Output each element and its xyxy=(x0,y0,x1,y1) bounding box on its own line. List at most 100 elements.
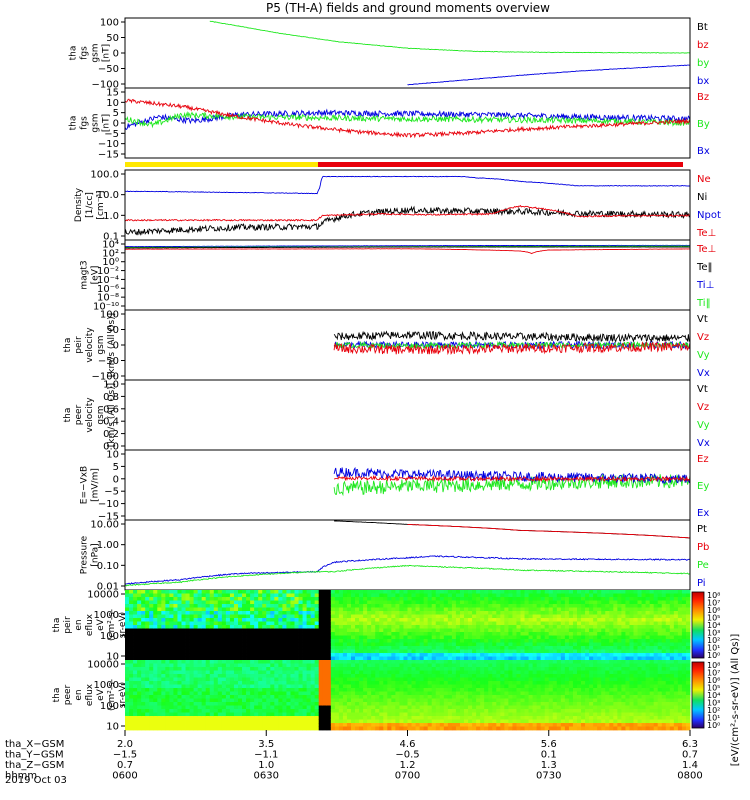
spectrogram-cell xyxy=(395,628,400,633)
spectrogram-cell xyxy=(379,702,384,706)
spectrogram-cell xyxy=(262,597,267,601)
spectrogram-cell xyxy=(476,698,481,703)
spectrogram-cell xyxy=(254,698,259,703)
spectrogram-cell xyxy=(431,712,437,717)
spectrogram-cell xyxy=(133,649,138,654)
spectrogram-cell xyxy=(133,618,138,622)
spectrogram-cell xyxy=(641,621,647,626)
spectrogram-cell xyxy=(262,688,267,692)
spectrogram-cell xyxy=(641,597,647,601)
spectrogram-cell xyxy=(419,600,425,605)
spectrogram-cell xyxy=(250,632,255,636)
spectrogram-cell xyxy=(383,698,388,703)
spectrogram-cell xyxy=(455,667,461,671)
y-axis-label: eflux xyxy=(85,613,95,636)
spectrogram-cell xyxy=(274,632,279,636)
spectrogram-cell xyxy=(472,593,477,598)
legend-label: Ey xyxy=(697,481,709,492)
spectrogram-cell xyxy=(516,684,521,689)
spectrogram-cell xyxy=(197,709,203,713)
spectrogram-cell xyxy=(359,635,364,640)
spectrogram-cell xyxy=(645,646,651,650)
spectrogram-cell xyxy=(585,632,590,636)
spectrogram-cell xyxy=(294,590,299,594)
spectrogram-cell xyxy=(451,709,457,713)
spectrogram-cell xyxy=(395,702,400,706)
spectrogram-cell xyxy=(447,716,453,720)
spectrogram-cell xyxy=(411,670,416,675)
spectrogram-cell xyxy=(322,702,328,706)
spectrogram-cell xyxy=(451,607,457,612)
spectrogram-cell xyxy=(459,681,465,685)
spectrogram-cell xyxy=(593,635,598,640)
spectrogram-cell xyxy=(189,677,195,682)
spectrogram-cell xyxy=(177,656,182,661)
spectrogram-cell xyxy=(298,691,303,696)
spectrogram-cell xyxy=(520,656,525,661)
spectrogram-cell xyxy=(181,698,186,703)
spectrogram-cell xyxy=(532,600,538,605)
spectrogram-cell xyxy=(185,600,190,605)
spectrogram-cell xyxy=(621,653,626,657)
spectrogram-cell xyxy=(500,695,505,699)
spectrogram-cell xyxy=(290,677,295,682)
spectrogram-cell xyxy=(189,709,195,713)
spectrogram-cell xyxy=(129,639,134,643)
spectrogram-cell xyxy=(665,618,671,622)
spectrogram-cell xyxy=(181,705,186,710)
spectrogram-cell xyxy=(338,656,344,661)
spectrogram-cell xyxy=(439,590,445,594)
spectrogram-cell xyxy=(250,653,255,657)
spectrogram-cell xyxy=(572,590,578,594)
spectrogram-cell xyxy=(197,593,203,598)
spectrogram-cell xyxy=(431,590,437,594)
spectrogram-cell xyxy=(387,705,392,710)
spectrogram-cell xyxy=(242,726,247,731)
spectrogram-cell xyxy=(677,600,683,605)
spectrogram-cell xyxy=(209,709,215,713)
spectrogram-cell xyxy=(177,670,182,675)
spectrogram-cell xyxy=(310,646,316,650)
spectrogram-cell xyxy=(270,618,275,622)
spectrogram-cell xyxy=(431,674,437,678)
spectrogram-cell xyxy=(419,639,425,643)
spectrogram-cell xyxy=(665,646,671,650)
spectrogram-cell xyxy=(294,635,299,640)
y-tick-label: 10⁻² xyxy=(97,266,119,277)
spectrogram-cell xyxy=(431,607,437,612)
spectrogram-cell xyxy=(233,695,239,699)
spectrogram-cell xyxy=(193,656,199,661)
spectrogram-cell xyxy=(379,705,384,710)
spectrogram-cell xyxy=(125,667,130,671)
spectrogram-cell xyxy=(205,698,211,703)
spectrogram-cell xyxy=(274,688,279,692)
spectrogram-cell xyxy=(213,607,219,612)
spectrogram-cell xyxy=(411,677,416,682)
spectrogram-cell xyxy=(649,614,655,619)
spectrogram-cell xyxy=(157,681,162,685)
spectrogram-cell xyxy=(681,604,687,608)
spectrogram-cell xyxy=(133,719,138,724)
spectrogram-cell xyxy=(435,695,441,699)
spectrogram-cell xyxy=(564,653,570,657)
spectrogram-cell xyxy=(669,625,675,629)
spectrogram-cell xyxy=(149,660,154,664)
spectrogram-cell xyxy=(201,653,207,657)
spectrogram-cell xyxy=(165,642,170,647)
spectrogram-cell xyxy=(685,618,691,622)
spectrogram-cell xyxy=(657,611,663,615)
spectrogram-cell xyxy=(577,604,582,608)
spectrogram-cell xyxy=(476,667,481,671)
spectrogram-cell xyxy=(205,593,211,598)
spectrogram-cell xyxy=(250,646,255,650)
spectrogram-cell xyxy=(213,593,219,598)
spectrogram-cell xyxy=(290,719,295,724)
spectrogram-cell xyxy=(330,611,336,615)
spectrogram-cell xyxy=(399,656,404,661)
spectrogram-cell xyxy=(322,635,328,640)
y-tick-label: 0.1 xyxy=(103,232,119,243)
spectrogram-cell xyxy=(145,709,150,713)
spectrogram-cell xyxy=(189,646,195,650)
spectrogram-cell xyxy=(577,600,582,605)
spectrogram-cell xyxy=(351,709,356,713)
